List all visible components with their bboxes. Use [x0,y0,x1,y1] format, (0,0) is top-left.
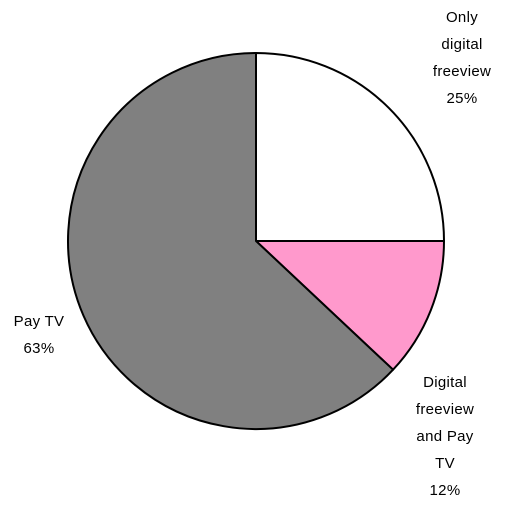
percent-label: 63% [23,340,55,357]
pie-slice [67,52,395,430]
pie-slice [255,52,445,242]
percent-label: 25% [446,90,478,107]
slice-label: Only digital freeview 25% [429,4,495,112]
slice-label: Pay TV 63% [6,308,72,362]
percent-label: 12% [429,482,461,499]
category-label: Digital freeview and Pay TV [415,374,475,472]
category-label: Only digital freeview [432,9,492,80]
slice-label: Digital freeview and Pay TV 12% [412,369,478,504]
category-label: Pay TV [13,313,65,330]
pie-slice [255,240,445,371]
